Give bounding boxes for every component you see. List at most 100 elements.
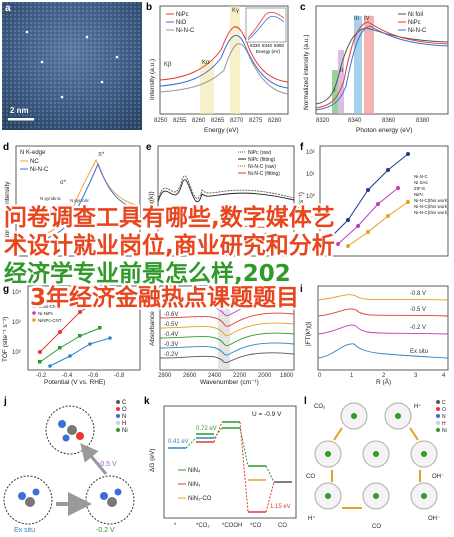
panel-f: f 10² 10¹ 10⁰ 10⁻¹ 10⁻² Ni-N-C Ni SAs ZI… bbox=[298, 140, 452, 260]
panel-j: j C O N H Ni -0.5 V Ex situ -0.2 V bbox=[0, 392, 140, 535]
svg-text:10¹: 10¹ bbox=[306, 172, 315, 178]
svg-text:-0.8 V: -0.8 V bbox=[410, 291, 426, 297]
molecule-left bbox=[18, 488, 40, 507]
g-plot: 10⁴ 10³ 10² Ni-N-C CoPc CoNi-CNT Ni-NiPc… bbox=[2, 285, 141, 386]
svg-text:10⁰: 10⁰ bbox=[306, 193, 316, 200]
svg-text:H⁺: H⁺ bbox=[414, 403, 422, 410]
svg-text:CO₂: CO₂ bbox=[314, 404, 326, 410]
panel-label-e: e bbox=[146, 142, 152, 153]
panel-label-a: a bbox=[5, 3, 11, 14]
svg-text:O: O bbox=[122, 407, 127, 413]
svg-text:|FT(k³χ)|: |FT(k³χ)| bbox=[305, 321, 312, 346]
svg-text:-0.2 V: -0.2 V bbox=[410, 325, 426, 331]
svg-text:II: II bbox=[340, 68, 344, 74]
svg-text:N pyrrolic: N pyrrolic bbox=[70, 198, 90, 203]
k-plot: U = -0.9 V 0.41 eV 0.72 eV 1.15 eV NiN₄ … bbox=[149, 405, 297, 529]
svg-text:-0.5V: -0.5V bbox=[164, 322, 178, 328]
svg-text:Ni-N-C(this work): Ni-N-C(this work) bbox=[414, 210, 449, 215]
svg-text:NiO: NiO bbox=[176, 20, 187, 26]
f-plot: 10² 10¹ 10⁰ 10⁻¹ 10⁻² Ni-N-C Ni SAs ZIF-… bbox=[298, 145, 449, 257]
svg-text:8260: 8260 bbox=[192, 118, 206, 124]
svg-text:N: N bbox=[122, 414, 126, 420]
panel-label-d: d bbox=[3, 142, 10, 153]
svg-text:N graphitic: N graphitic bbox=[44, 206, 66, 211]
svg-text:2800: 2800 bbox=[158, 373, 172, 379]
panel-b: b 8330 8340 8350 Energy (eV) Kβ Kα Kγ Ni… bbox=[146, 0, 294, 138]
svg-text:8280: 8280 bbox=[268, 118, 282, 124]
svg-text:-0.5 V: -0.5 V bbox=[98, 461, 117, 468]
svg-text:Ni: Ni bbox=[122, 428, 128, 434]
panel-label-l: l bbox=[304, 396, 307, 407]
panel-label-g: g bbox=[3, 284, 10, 295]
svg-text:Ni: Ni bbox=[442, 428, 447, 434]
svg-text:σ*: σ* bbox=[60, 180, 67, 186]
e-plot: NiPc (raw) NiPc (fitting) Ni-N-C (raw) N… bbox=[148, 145, 295, 257]
svg-text:NiPc: NiPc bbox=[408, 20, 421, 26]
svg-text:C: C bbox=[122, 400, 127, 406]
svg-text:8340: 8340 bbox=[348, 118, 362, 124]
svg-text:Ni SAs: Ni SAs bbox=[414, 180, 429, 185]
scale-bar bbox=[8, 118, 34, 121]
svg-text:π*: π* bbox=[98, 152, 105, 158]
svg-text:CoPc: CoPc bbox=[38, 297, 50, 302]
svg-text:Normalized intensity (a.u.): Normalized intensity (a.u.) bbox=[303, 35, 310, 111]
svg-text:2600: 2600 bbox=[183, 373, 197, 379]
svg-text:8275: 8275 bbox=[249, 118, 263, 124]
svg-text:8255: 8255 bbox=[173, 118, 187, 124]
svg-text:NiPc: NiPc bbox=[414, 192, 424, 197]
panel-c: c I II III IV Ni foil NiPc Ni-N-C Normal… bbox=[298, 0, 452, 138]
panel-k: k U = -0.9 V 0.41 eV 0.72 eV 1.15 eV NiN… bbox=[142, 392, 300, 535]
svg-text:10⁴: 10⁴ bbox=[12, 289, 22, 296]
svg-text:8340: 8340 bbox=[262, 43, 273, 48]
svg-text:NiPc: NiPc bbox=[176, 12, 189, 18]
svg-text:0: 0 bbox=[318, 373, 322, 379]
svg-text:Ex situ: Ex situ bbox=[410, 349, 428, 355]
b-inset: 8330 8340 8350 Energy (eV) bbox=[245, 7, 287, 54]
svg-text:CO: CO bbox=[306, 474, 315, 480]
ni-n4-structure bbox=[253, 232, 279, 240]
svg-text:*CO₂: *CO₂ bbox=[196, 523, 210, 529]
panel-label-f: f bbox=[300, 142, 304, 153]
svg-text:Intensity (a.u.): Intensity (a.u.) bbox=[149, 59, 156, 100]
panel-label-j: j bbox=[4, 396, 7, 407]
svg-text:-0.4: -0.4 bbox=[62, 373, 73, 379]
svg-text:Kβ: Kβ bbox=[164, 62, 172, 68]
svg-text:Ni-N-C(this work): Ni-N-C(this work) bbox=[414, 198, 449, 203]
svg-text:ΔG (eV): ΔG (eV) bbox=[149, 449, 156, 472]
svg-text:3: 3 bbox=[414, 373, 418, 379]
svg-text:10²: 10² bbox=[12, 350, 21, 356]
svg-text:10⁻¹: 10⁻¹ bbox=[304, 216, 316, 222]
svg-text:8360: 8360 bbox=[382, 118, 396, 124]
svg-text:Ni foil: Ni foil bbox=[408, 12, 423, 18]
scale-bar-label: 2 nm bbox=[10, 106, 29, 115]
l-cycle: CO₂ H⁺ CO OH⁻ H⁺ CO OH⁻ C O N H Ni bbox=[306, 400, 447, 530]
svg-text:*COOH: *COOH bbox=[222, 523, 242, 529]
svg-text:*CO: *CO bbox=[250, 523, 262, 529]
svg-text:CoNi-CNT: CoNi-CNT bbox=[38, 304, 59, 309]
svg-text:8350: 8350 bbox=[274, 43, 285, 48]
svg-text:-0.6V: -0.6V bbox=[164, 312, 178, 318]
svg-text:2: 2 bbox=[382, 373, 386, 379]
svg-text:Wavenumber (cm⁻¹): Wavenumber (cm⁻¹) bbox=[200, 379, 259, 386]
svg-text:Ni-N-C (fitting): Ni-N-C (fitting) bbox=[248, 171, 280, 177]
svg-text:NiNPc-CNT: NiNPc-CNT bbox=[38, 318, 62, 323]
panel-label-c: c bbox=[300, 2, 306, 13]
svg-text:TOF (site⁻¹ s⁻¹): TOF (site⁻¹ s⁻¹) bbox=[2, 317, 9, 362]
svg-text:1.15 eV: 1.15 eV bbox=[270, 504, 291, 510]
svg-text:0.72 eV: 0.72 eV bbox=[196, 426, 217, 432]
panel-label-b: b bbox=[146, 2, 153, 13]
svg-text:IV: IV bbox=[364, 16, 370, 22]
svg-text:FT(k³χ(k)): FT(k³χ(k)) bbox=[148, 191, 155, 220]
svg-text:10³: 10³ bbox=[12, 320, 21, 326]
svg-text:-0.3V: -0.3V bbox=[164, 342, 178, 348]
svg-text:8380: 8380 bbox=[416, 118, 430, 124]
svg-text:H: H bbox=[442, 421, 446, 427]
svg-text:C: C bbox=[442, 400, 446, 406]
svg-text:8330: 8330 bbox=[250, 43, 261, 48]
svg-text:Ex situ: Ex situ bbox=[14, 527, 35, 534]
panel-d: d N K-edge NC Ni-N-C π* σ* N pyridinic N… bbox=[0, 140, 144, 260]
svg-text:H⁺: H⁺ bbox=[308, 515, 316, 522]
svg-text:III: III bbox=[354, 16, 359, 22]
svg-text:NiN₂-CO: NiN₂-CO bbox=[188, 496, 212, 502]
svg-text:Ni-N-C: Ni-N-C bbox=[30, 167, 49, 173]
